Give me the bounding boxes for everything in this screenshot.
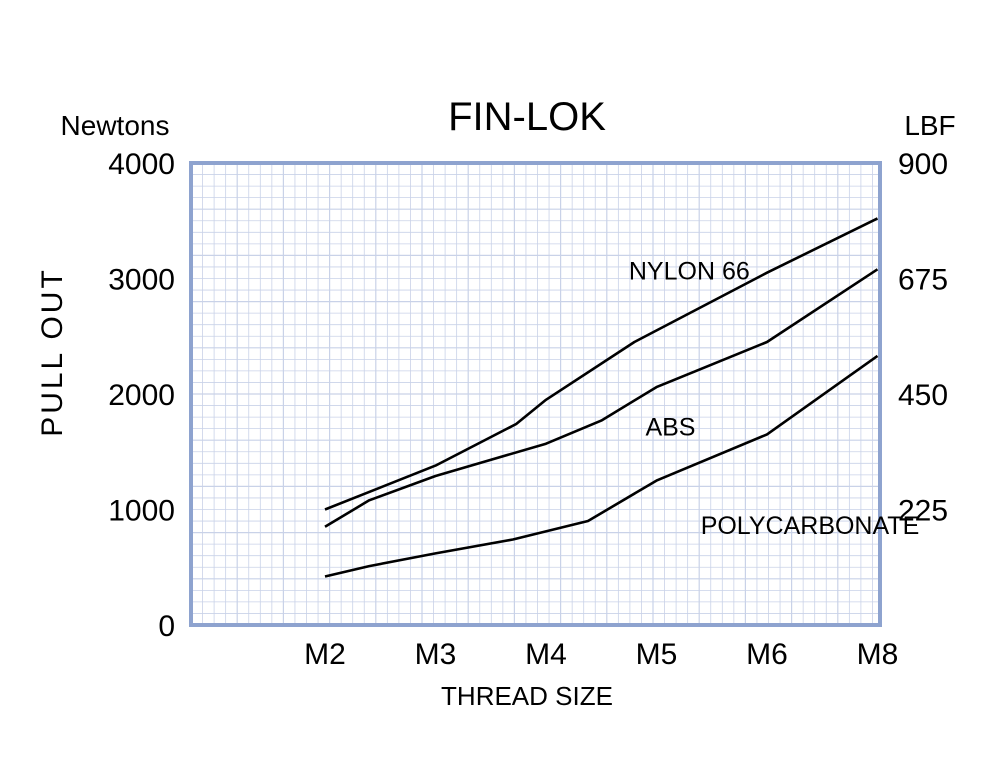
x-tick-label: M6	[746, 638, 788, 671]
x-tick-label: M2	[304, 638, 346, 671]
y-right-tick-label: 450	[898, 379, 948, 412]
left-unit-label: Newtons	[61, 110, 170, 141]
x-tick-label: M3	[415, 638, 457, 671]
series-lines	[324, 217, 879, 578]
y-axis-title: PULL OUT	[36, 267, 69, 437]
series-label-nylon-66: NYLON 66	[629, 258, 750, 286]
y-left-tick-label: 0	[158, 610, 175, 643]
series-label-abs: ABS	[645, 414, 695, 442]
y-right-tick-label: 900	[898, 148, 948, 181]
y-left-tick-label: 3000	[108, 264, 175, 297]
tick-labels: NYLON 66 ABS POLYCARBONATE 0 1000 2000 3000 400…	[108, 148, 948, 671]
x-tick-label: M5	[636, 638, 678, 671]
series-line-abs	[324, 268, 879, 528]
y-left-tick-label: 2000	[108, 379, 175, 412]
y-left-tick-label: 1000	[108, 495, 175, 528]
series-line-nylon-66	[324, 217, 879, 511]
y-right-tick-label: 675	[898, 264, 948, 297]
x-axis-title: THREAD SIZE	[441, 681, 613, 711]
x-tick-label: M4	[525, 638, 567, 671]
plot-frame	[189, 161, 882, 627]
right-unit-label: LBF	[904, 110, 955, 141]
series-line-polycarbonate	[324, 354, 879, 578]
series-label-polycarbonate: POLYCARBONATE	[701, 512, 920, 540]
grid	[191, 163, 880, 625]
x-tick-label: M8	[857, 638, 899, 671]
y-right-tick-label: 225	[898, 495, 948, 528]
y-left-tick-label: 4000	[108, 148, 175, 181]
chart-title: FIN-LOK	[448, 95, 606, 139]
